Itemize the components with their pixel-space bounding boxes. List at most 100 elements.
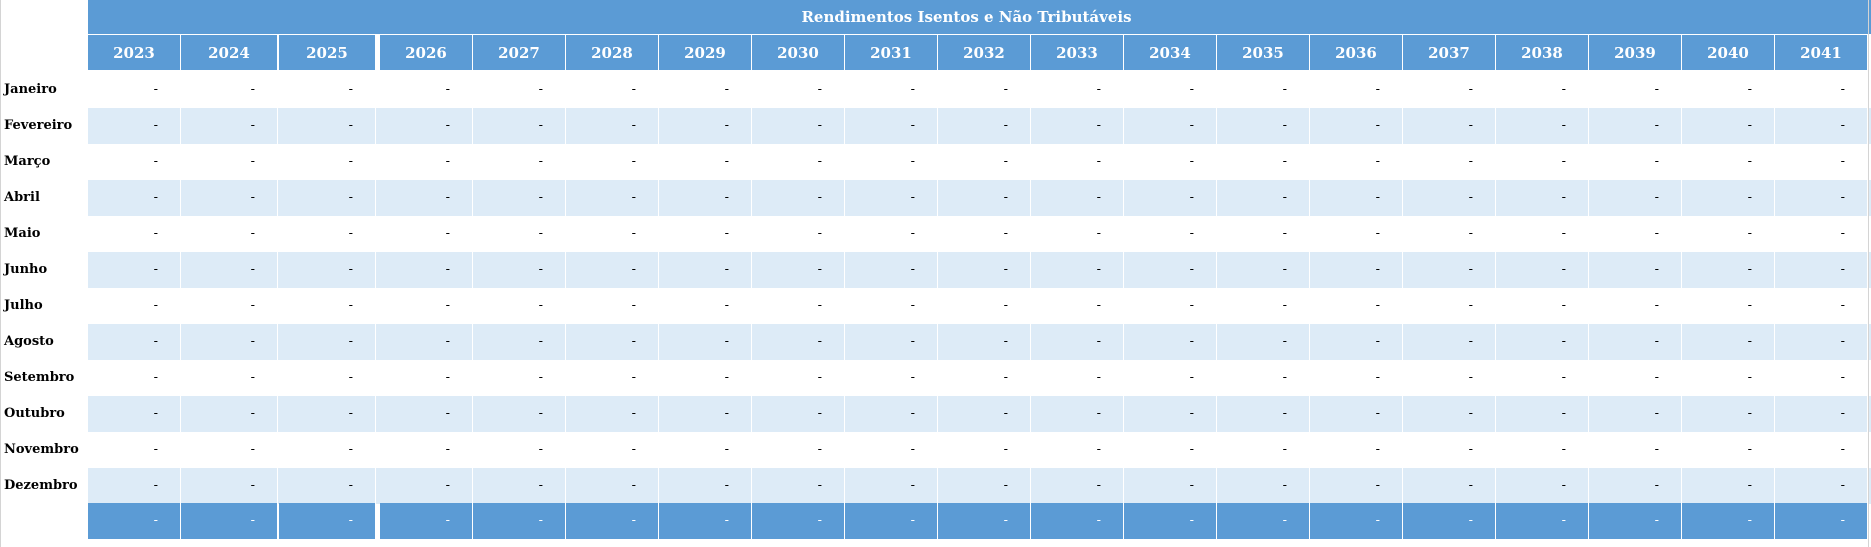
value-cell[interactable]: - xyxy=(1747,334,1752,349)
year-header-2028[interactable]: 2028 xyxy=(566,35,658,70)
value-cell[interactable]: - xyxy=(724,442,729,457)
value-cell[interactable]: - xyxy=(1468,370,1473,385)
value-cell[interactable]: - xyxy=(1282,478,1287,493)
value-cell[interactable]: - xyxy=(153,370,158,385)
value-cell[interactable]: - xyxy=(445,82,450,97)
value-cell[interactable]: - xyxy=(1282,226,1287,241)
value-cell[interactable]: - xyxy=(1654,442,1659,457)
value-cell[interactable]: - xyxy=(1561,406,1566,421)
value-cell[interactable]: - xyxy=(724,82,729,97)
value-cell[interactable]: - xyxy=(538,406,543,421)
year-header-2036[interactable]: 2036 xyxy=(1310,35,1402,70)
month-label[interactable]: Novembro xyxy=(4,442,79,457)
total-cell[interactable]: - xyxy=(1031,503,1123,539)
value-cell[interactable]: - xyxy=(153,118,158,133)
value-cell[interactable]: - xyxy=(1747,406,1752,421)
month-label[interactable]: Setembro xyxy=(4,370,75,385)
value-cell[interactable]: - xyxy=(445,154,450,169)
value-cell[interactable]: - xyxy=(1468,262,1473,277)
value-cell[interactable]: - xyxy=(250,262,255,277)
value-cell[interactable]: - xyxy=(1003,118,1008,133)
year-header-2031[interactable]: 2031 xyxy=(845,35,937,70)
value-cell[interactable]: - xyxy=(1840,334,1845,349)
value-cell[interactable]: - xyxy=(1747,262,1752,277)
value-cell[interactable]: - xyxy=(631,406,636,421)
year-header-2035[interactable]: 2035 xyxy=(1217,35,1309,70)
value-cell[interactable]: - xyxy=(348,226,353,241)
year-header-2037[interactable]: 2037 xyxy=(1403,35,1495,70)
value-cell[interactable]: - xyxy=(348,334,353,349)
value-cell[interactable]: - xyxy=(1375,442,1380,457)
value-cell[interactable]: - xyxy=(1840,442,1845,457)
value-cell[interactable]: - xyxy=(348,262,353,277)
value-cell[interactable]: - xyxy=(1747,478,1752,493)
value-cell[interactable]: - xyxy=(910,82,915,97)
year-header-2023[interactable]: 2023 xyxy=(88,35,180,70)
value-cell[interactable]: - xyxy=(538,82,543,97)
value-cell[interactable]: - xyxy=(1375,118,1380,133)
value-cell[interactable]: - xyxy=(1003,442,1008,457)
value-cell[interactable]: - xyxy=(631,82,636,97)
value-cell[interactable]: - xyxy=(250,334,255,349)
value-cell[interactable]: - xyxy=(817,190,822,205)
value-cell[interactable]: - xyxy=(1282,82,1287,97)
value-cell[interactable]: - xyxy=(1468,190,1473,205)
value-cell[interactable]: - xyxy=(631,118,636,133)
value-cell[interactable]: - xyxy=(153,262,158,277)
total-cell[interactable]: - xyxy=(380,503,472,539)
value-cell[interactable]: - xyxy=(1747,82,1752,97)
value-cell[interactable]: - xyxy=(1003,226,1008,241)
value-cell[interactable]: - xyxy=(1189,82,1194,97)
total-cell[interactable]: - xyxy=(1775,503,1867,539)
value-cell[interactable]: - xyxy=(1189,406,1194,421)
value-cell[interactable]: - xyxy=(1561,298,1566,313)
value-cell[interactable]: - xyxy=(153,442,158,457)
value-cell[interactable]: - xyxy=(1189,226,1194,241)
value-cell[interactable]: - xyxy=(445,262,450,277)
value-cell[interactable]: - xyxy=(348,190,353,205)
total-cell[interactable]: - xyxy=(1682,503,1774,539)
value-cell[interactable]: - xyxy=(910,442,915,457)
value-cell[interactable]: - xyxy=(445,478,450,493)
value-cell[interactable]: - xyxy=(910,334,915,349)
value-cell[interactable]: - xyxy=(1096,262,1101,277)
value-cell[interactable]: - xyxy=(910,118,915,133)
value-cell[interactable]: - xyxy=(538,190,543,205)
value-cell[interactable]: - xyxy=(1654,190,1659,205)
value-cell[interactable]: - xyxy=(1654,82,1659,97)
value-cell[interactable]: - xyxy=(1189,370,1194,385)
total-cell[interactable]: - xyxy=(1403,503,1495,539)
value-cell[interactable]: - xyxy=(724,190,729,205)
value-cell[interactable]: - xyxy=(1282,442,1287,457)
value-cell[interactable]: - xyxy=(1468,82,1473,97)
value-cell[interactable]: - xyxy=(910,406,915,421)
value-cell[interactable]: - xyxy=(250,226,255,241)
value-cell[interactable]: - xyxy=(1375,334,1380,349)
value-cell[interactable]: - xyxy=(1747,298,1752,313)
value-cell[interactable]: - xyxy=(1840,226,1845,241)
value-cell[interactable]: - xyxy=(1468,442,1473,457)
value-cell[interactable]: - xyxy=(1003,298,1008,313)
value-cell[interactable]: - xyxy=(1747,118,1752,133)
value-cell[interactable]: - xyxy=(538,118,543,133)
value-cell[interactable]: - xyxy=(1468,226,1473,241)
value-cell[interactable]: - xyxy=(1375,370,1380,385)
year-header-2039[interactable]: 2039 xyxy=(1589,35,1681,70)
total-cell[interactable]: - xyxy=(1217,503,1309,539)
value-cell[interactable]: - xyxy=(250,406,255,421)
value-cell[interactable]: - xyxy=(1096,298,1101,313)
value-cell[interactable]: - xyxy=(817,118,822,133)
value-cell[interactable]: - xyxy=(1561,334,1566,349)
value-cell[interactable]: - xyxy=(910,226,915,241)
total-cell[interactable]: - xyxy=(88,503,180,539)
value-cell[interactable]: - xyxy=(1747,442,1752,457)
month-label[interactable]: Junho xyxy=(4,262,48,277)
value-cell[interactable]: - xyxy=(445,226,450,241)
value-cell[interactable]: - xyxy=(348,118,353,133)
month-label[interactable]: Julho xyxy=(4,298,43,313)
total-cell[interactable]: - xyxy=(1496,503,1588,539)
value-cell[interactable]: - xyxy=(1654,226,1659,241)
value-cell[interactable]: - xyxy=(1375,154,1380,169)
value-cell[interactable]: - xyxy=(1654,370,1659,385)
total-cell[interactable]: - xyxy=(1310,503,1402,539)
